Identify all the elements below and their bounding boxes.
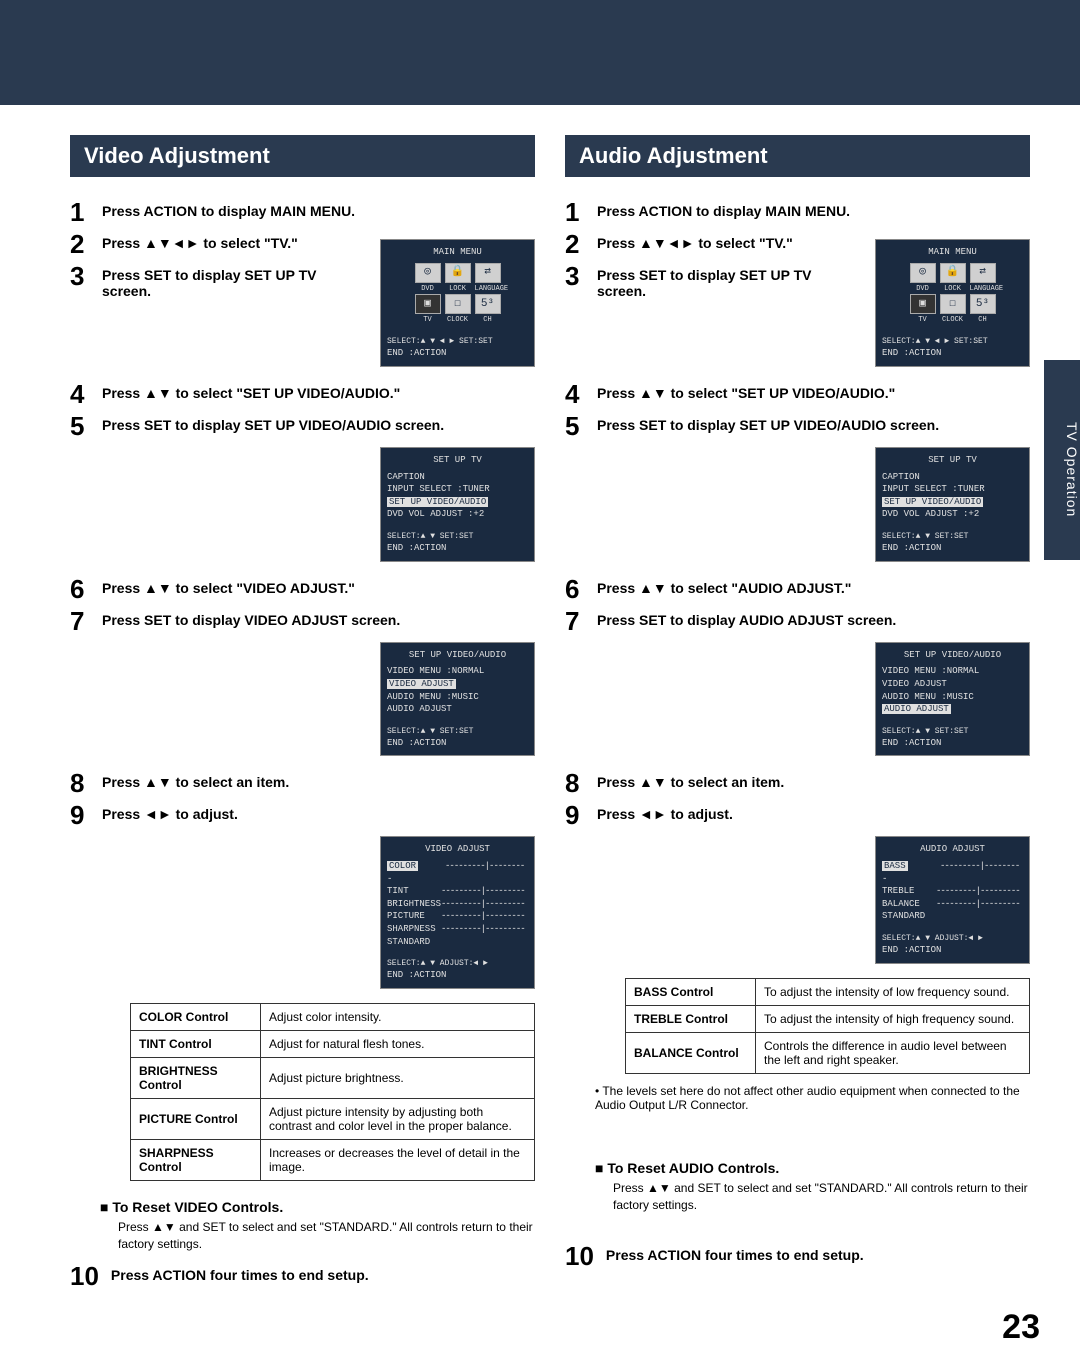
- osd-video-adjust: VIDEO ADJUST COLOR TINT BRIGHTNESS PICTU…: [380, 836, 535, 989]
- step-text: Press SET to display SET UP TV screen.: [102, 263, 368, 299]
- step-text: Press ▲▼ to select an item.: [102, 770, 535, 796]
- lock-icon: 🔒: [445, 263, 471, 283]
- step-num: 1: [565, 199, 585, 225]
- step-num: 5: [70, 413, 90, 439]
- step-text: Press ◄► to adjust.: [102, 802, 535, 828]
- page-number: 23: [1002, 1308, 1040, 1347]
- step-text: Press ▲▼◄► to select "TV.": [102, 231, 368, 257]
- step-text: Press ▲▼ to select "AUDIO ADJUST.": [597, 576, 1030, 602]
- step-num: 6: [565, 576, 585, 602]
- osd-setup-tv: SET UP TV CAPTION INPUT SELECT :TUNER SE…: [380, 447, 535, 562]
- step-num: 8: [70, 770, 90, 796]
- step-text: Press ▲▼ to select an item.: [597, 770, 1030, 796]
- tv-icon: ▣: [910, 294, 936, 314]
- audio-controls-table: BASS ControlTo adjust the intensity of l…: [625, 978, 1030, 1074]
- step-text: Press ▲▼◄► to select "TV.": [597, 231, 863, 257]
- osd-main-menu: MAIN MENU ◎ 🔒 ⇄ DVDLOCKLANGUAGE ▣ ☐ 5³ T…: [875, 239, 1030, 367]
- audio-title: Audio Adjustment: [565, 135, 1030, 177]
- step-text: Press SET to display SET UP VIDEO/AUDIO …: [102, 413, 535, 439]
- step-text: Press ACTION four times to end setup.: [111, 1263, 535, 1289]
- step-num: 10: [565, 1243, 594, 1269]
- step-num: 4: [565, 381, 585, 407]
- step-text: Press SET to display SET UP VIDEO/AUDIO …: [597, 413, 1030, 439]
- reset-video-head: ■ To Reset VIDEO Controls.: [100, 1199, 535, 1215]
- step-num: 9: [565, 802, 585, 828]
- step-num: 1: [70, 199, 90, 225]
- step-num: 2: [70, 231, 90, 257]
- step-text: Press ▲▼ to select "SET UP VIDEO/AUDIO.": [102, 381, 535, 407]
- step-text: Press ▲▼ to select "VIDEO ADJUST.": [102, 576, 535, 602]
- osd-audio-adjust: AUDIO ADJUST BASS TREBLE BALANCE STANDAR…: [875, 836, 1030, 963]
- ch-icon: 5³: [970, 294, 996, 314]
- clock-icon: ☐: [940, 294, 966, 314]
- lock-icon: 🔒: [940, 263, 966, 283]
- tv-icon: ▣: [415, 294, 441, 314]
- step-text: Press ACTION to display MAIN MENU.: [102, 199, 535, 225]
- ch-icon: 5³: [475, 294, 501, 314]
- step-num: 8: [565, 770, 585, 796]
- step-num: 6: [70, 576, 90, 602]
- step-text: Press SET to display VIDEO ADJUST screen…: [102, 608, 535, 634]
- step-num: 3: [70, 263, 90, 299]
- step-text: Press SET to display SET UP TV screen.: [597, 263, 863, 299]
- step-text: Press ▲▼ to select "SET UP VIDEO/AUDIO.": [597, 381, 1030, 407]
- video-controls-table: COLOR ControlAdjust color intensity. TIN…: [130, 1003, 535, 1181]
- step-num: 5: [565, 413, 585, 439]
- reset-video-body: Press ▲▼ and SET to select and set "STAN…: [118, 1219, 535, 1253]
- step-num: 2: [565, 231, 585, 257]
- step-text: Press ACTION to display MAIN MENU.: [597, 199, 1030, 225]
- language-icon: ⇄: [970, 263, 996, 283]
- osd-setup-va: SET UP VIDEO/AUDIO VIDEO MENU :NORMAL VI…: [380, 642, 535, 757]
- dvd-icon: ◎: [415, 263, 441, 283]
- page-content: Video Adjustment 1 Press ACTION to displa…: [0, 105, 1080, 1315]
- reset-audio-head: ■ To Reset AUDIO Controls.: [595, 1160, 1030, 1176]
- video-column: Video Adjustment 1 Press ACTION to displa…: [70, 135, 535, 1295]
- dvd-icon: ◎: [910, 263, 936, 283]
- audio-note: • The levels set here do not affect othe…: [595, 1084, 1030, 1112]
- audio-column: Audio Adjustment 1 Press ACTION to displa…: [565, 135, 1030, 1295]
- video-title: Video Adjustment: [70, 135, 535, 177]
- osd-setup-tv: SET UP TV CAPTION INPUT SELECT :TUNER SE…: [875, 447, 1030, 562]
- language-icon: ⇄: [475, 263, 501, 283]
- step-text: Press ACTION four times to end setup.: [606, 1243, 1030, 1269]
- step-num: 7: [565, 608, 585, 634]
- step-text: Press SET to display AUDIO ADJUST screen…: [597, 608, 1030, 634]
- step-num: 7: [70, 608, 90, 634]
- step-num: 3: [565, 263, 585, 299]
- clock-icon: ☐: [445, 294, 471, 314]
- osd-main-menu: MAIN MENU ◎ 🔒 ⇄ DVDLOCKLANGUAGE ▣ ☐ 5³ T…: [380, 239, 535, 367]
- step-num: 9: [70, 802, 90, 828]
- step-num: 10: [70, 1263, 99, 1289]
- step-num: 4: [70, 381, 90, 407]
- header-band: [0, 0, 1080, 105]
- step-text: Press ◄► to adjust.: [597, 802, 1030, 828]
- osd-setup-va: SET UP VIDEO/AUDIO VIDEO MENU :NORMAL VI…: [875, 642, 1030, 757]
- reset-audio-body: Press ▲▼ and SET to select and set "STAN…: [613, 1180, 1030, 1214]
